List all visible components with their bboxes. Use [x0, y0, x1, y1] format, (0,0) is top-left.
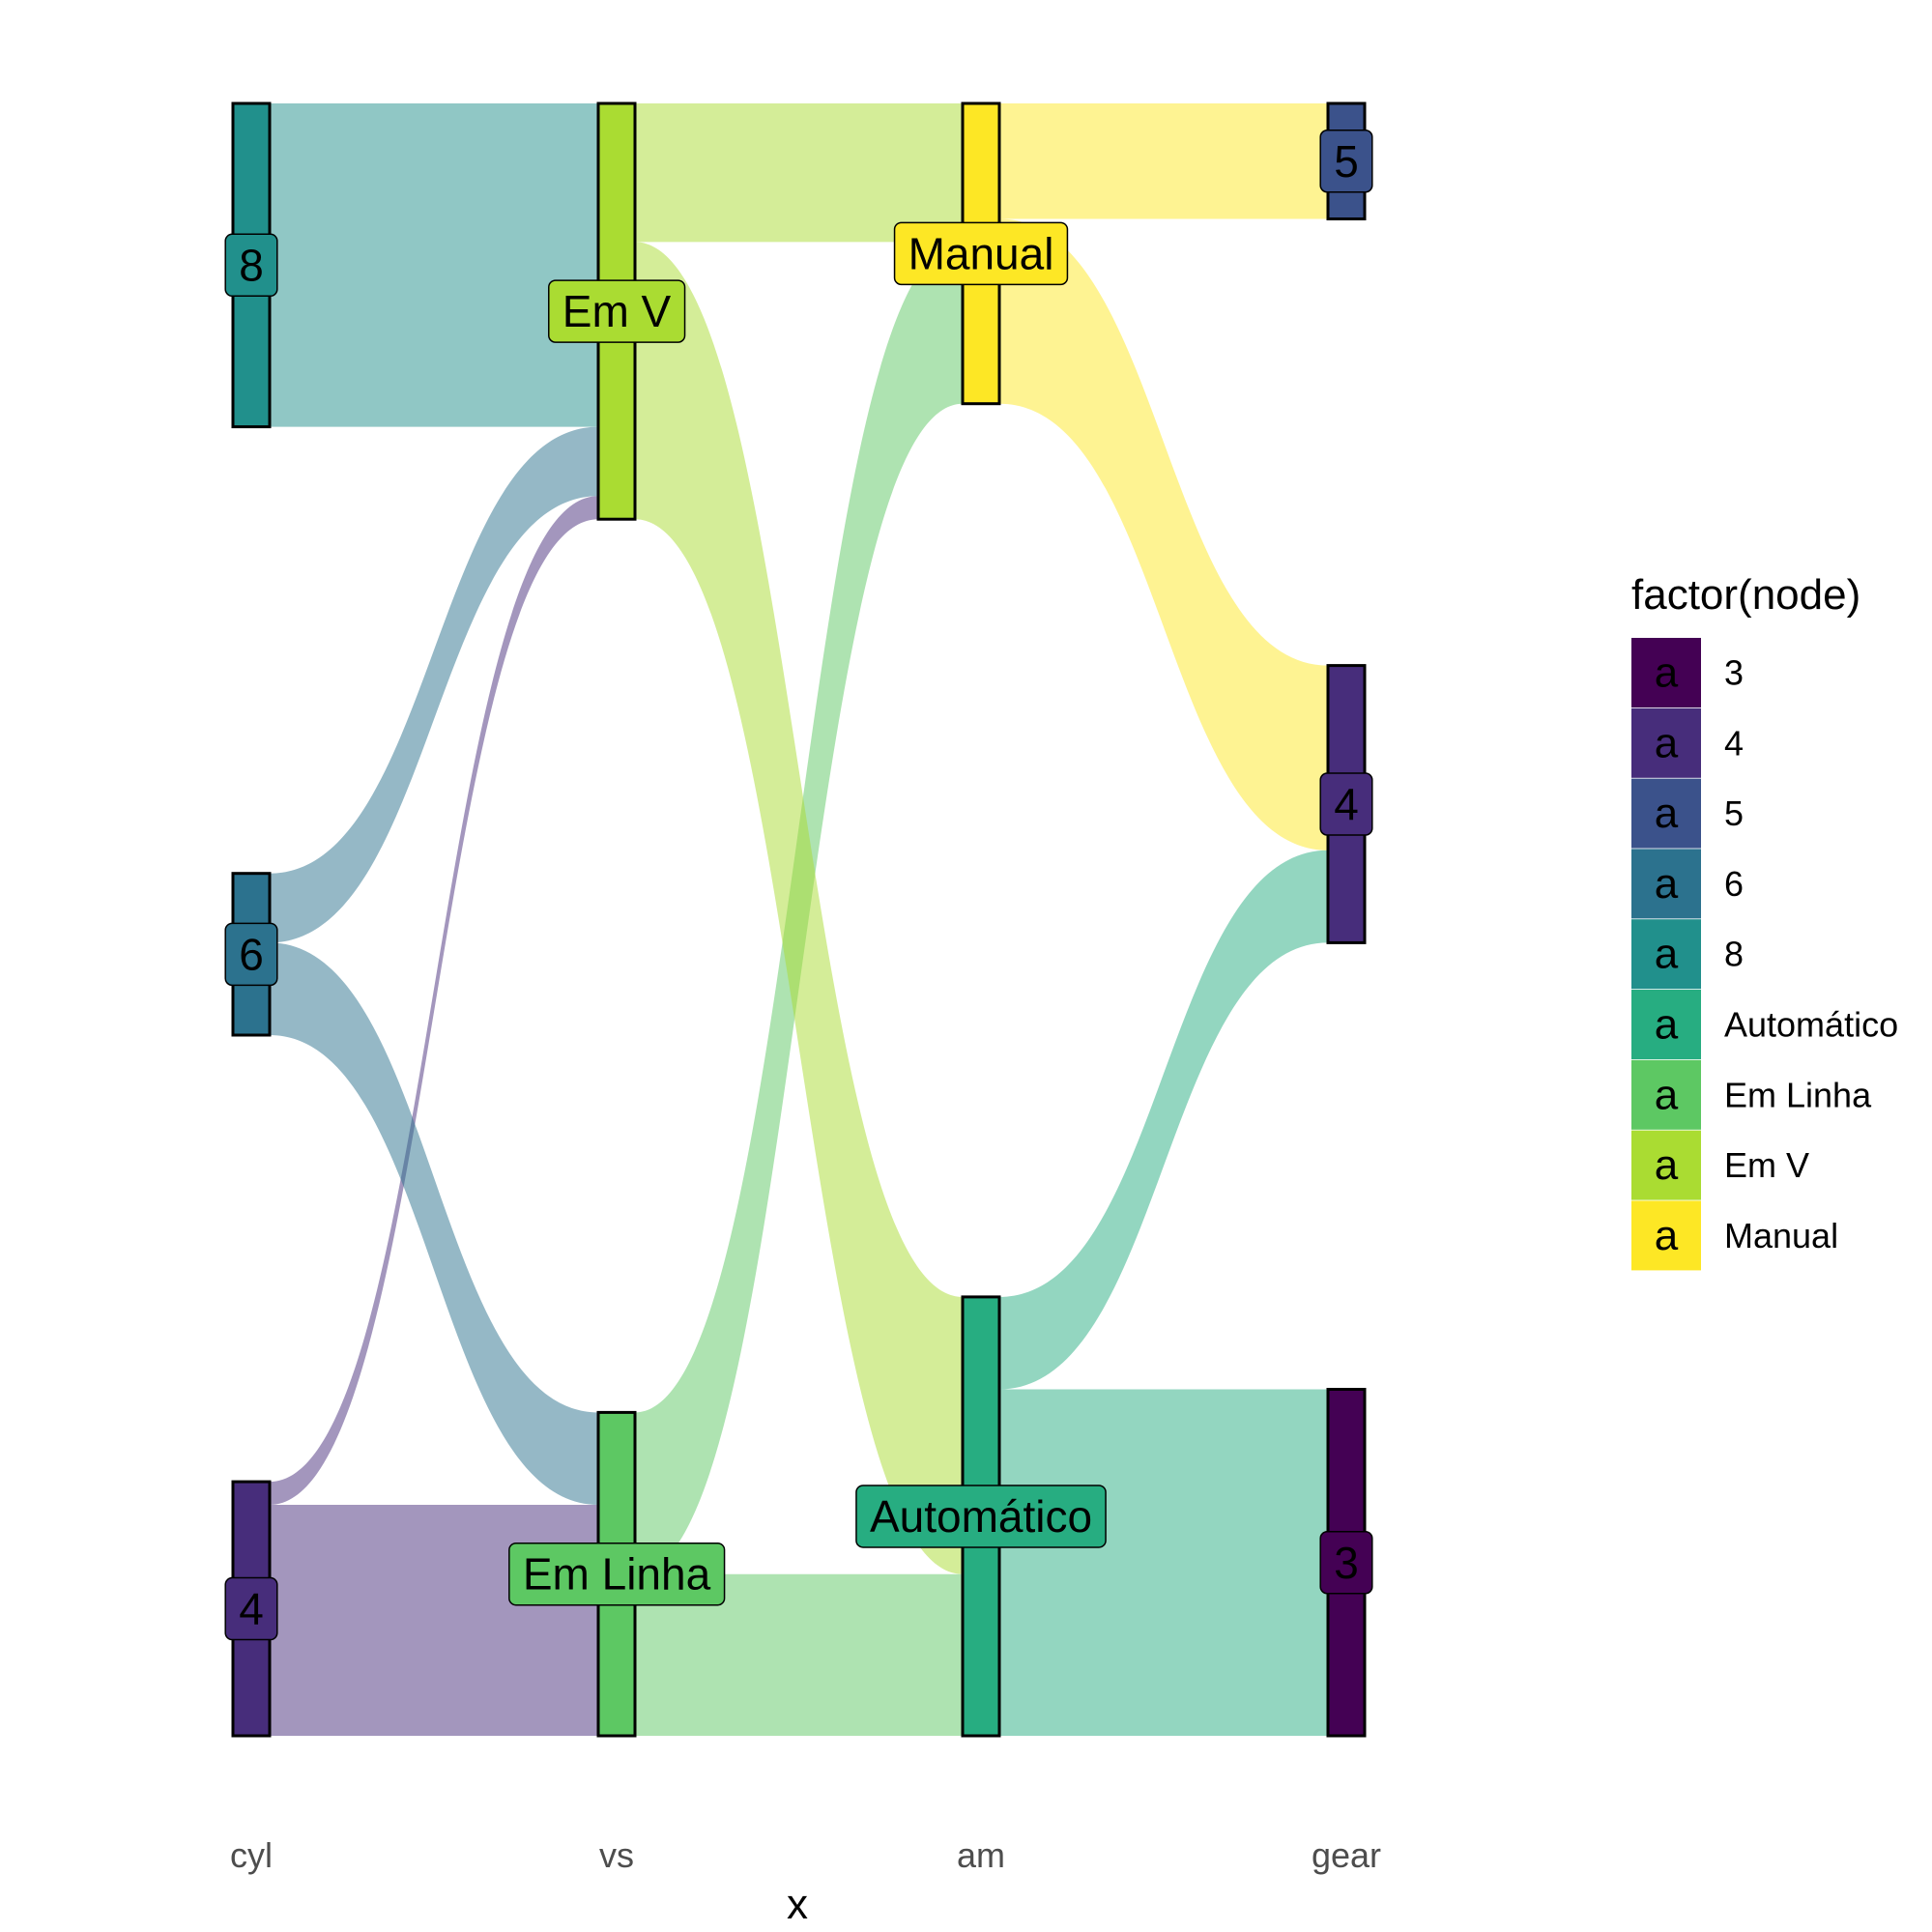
node-label-text: 6 — [239, 929, 264, 979]
node-label-am-automatico: Automático — [855, 1485, 1107, 1548]
flow-am-manual-to-gear-5 — [999, 103, 1328, 219]
node-label-vs-emv: Em V — [548, 279, 686, 343]
legend-key — [1631, 1059, 1701, 1130]
legend-key — [1631, 778, 1701, 849]
legend-label: Em Linha — [1724, 1075, 1872, 1114]
x-axis: cyl vs am gear — [230, 1835, 1381, 1875]
node-label-box — [855, 1485, 1107, 1548]
flow-vs-emv-to-am-manual — [635, 103, 963, 243]
node-label-text: 3 — [1334, 1538, 1359, 1588]
legend-key-glyph: a — [1655, 860, 1679, 908]
node-label-vs-emlinha: Em Linha — [508, 1542, 726, 1606]
flow-cyl-4-to-vs-emv — [270, 496, 598, 1505]
x-tick-am: am — [957, 1835, 1005, 1875]
legend-label: Automático — [1724, 1005, 1898, 1045]
flow-am-manual-to-gear-4 — [999, 218, 1328, 851]
legend-title: factor(node) — [1631, 571, 1860, 619]
flow-cyl-8-to-vs-emv — [270, 103, 598, 427]
node-label-box — [893, 221, 1069, 286]
legend-label: 6 — [1724, 864, 1744, 904]
legend-label: 8 — [1724, 935, 1744, 974]
node-label-gear-4: 4 — [1319, 772, 1373, 836]
node-label-text: Em V — [562, 286, 672, 336]
legend-key — [1631, 1200, 1701, 1271]
legend-item-manual: a Manual — [1631, 1200, 1838, 1271]
legend-key-glyph: a — [1655, 719, 1679, 766]
node-label-box — [224, 1576, 278, 1641]
node-label-box — [508, 1542, 726, 1606]
node-label-am-manual: Manual — [893, 221, 1069, 286]
legend-key-glyph: a — [1655, 1001, 1679, 1049]
legend-label: 5 — [1724, 793, 1744, 833]
node-label-gear-5: 5 — [1319, 130, 1373, 193]
node-label-cyl-4: 4 — [224, 1576, 278, 1641]
legend-label: 4 — [1724, 723, 1744, 763]
flow-vs-emv-to-am-automatico — [635, 242, 963, 1574]
legend-label: Manual — [1724, 1216, 1838, 1255]
node-label-text: 4 — [239, 1584, 264, 1634]
node-label-box — [1319, 1531, 1373, 1595]
legend-label: Em V — [1724, 1145, 1809, 1185]
legend-key-glyph: a — [1655, 1212, 1679, 1259]
node-label-box — [1319, 130, 1373, 193]
flow-am-automatico-to-gear-3 — [999, 1389, 1328, 1736]
x-tick-vs: vs — [599, 1835, 634, 1875]
node-label-box — [1319, 772, 1373, 836]
node-labels-layer: 4 6 8 Em Linha Em V Automático Manual 3 4 5 — [224, 130, 1373, 1641]
legend-key — [1631, 638, 1701, 707]
node-label-text: 8 — [239, 240, 264, 290]
node-label-text: Em Linha — [523, 1549, 711, 1600]
legend-key — [1631, 1130, 1701, 1200]
legend-key-glyph: a — [1655, 1141, 1679, 1189]
node-label-text: 5 — [1334, 136, 1359, 187]
node-label-cyl-6: 6 — [224, 922, 278, 987]
legend-key-glyph: a — [1655, 931, 1679, 978]
legend-item-automatico: a Automático — [1631, 990, 1898, 1059]
legend-key — [1631, 707, 1701, 778]
node-label-box — [224, 922, 278, 987]
legend-item-em-v: a Em V — [1631, 1130, 1809, 1200]
flow-vs-emlinha-to-am-automatico — [635, 1573, 963, 1736]
legend-key-glyph: a — [1655, 1071, 1679, 1118]
legend-key — [1631, 919, 1701, 990]
flows-layer — [270, 103, 1328, 1736]
legend-key — [1631, 990, 1701, 1059]
flow-am-automatico-to-gear-4 — [999, 850, 1328, 1390]
legend-label: 3 — [1724, 653, 1744, 693]
node-label-text: Automático — [870, 1491, 1092, 1542]
node-label-gear-3: 3 — [1319, 1531, 1373, 1595]
legend-key-glyph: a — [1655, 790, 1679, 837]
node-label-cyl-8: 8 — [224, 233, 278, 298]
x-tick-cyl: cyl — [230, 1835, 273, 1875]
x-axis-title: x — [787, 1881, 808, 1928]
node-label-box — [548, 279, 686, 343]
flow-cyl-4-to-vs-emlinha — [270, 1505, 598, 1736]
legend-key-glyph: a — [1655, 649, 1679, 697]
x-tick-gear: gear — [1312, 1835, 1381, 1875]
node-label-text: Manual — [908, 228, 1054, 278]
legend-item-em-linha: a Em Linha — [1631, 1059, 1872, 1130]
legend-key — [1631, 849, 1701, 919]
node-label-box — [224, 233, 278, 298]
flow-cyl-6-to-vs-emv — [270, 426, 598, 943]
node-label-text: 4 — [1334, 779, 1359, 829]
flow-cyl-6-to-vs-emlinha — [270, 942, 598, 1505]
